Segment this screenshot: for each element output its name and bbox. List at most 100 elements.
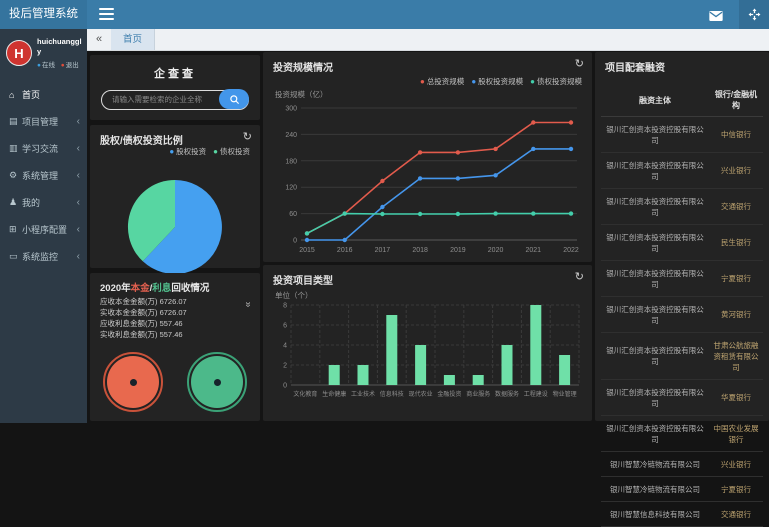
legend-item-债权投资[interactable]: ● 债权投资 xyxy=(213,147,250,156)
pie-slice-债权投资[interactable] xyxy=(127,179,175,262)
financing-entity-cell: 银川汇创资本投资控股有限公司 xyxy=(601,260,709,297)
refresh-icon[interactable]: ↻ xyxy=(242,131,252,143)
project-types-panel: 投资项目类型 ↻ 单位（个） 0 2 4 6 8 文化教育 生命健康 工业技术 信息科技 现代农业… xyxy=(263,265,592,421)
bar-y-axis-label: 单位（个） xyxy=(275,291,313,300)
avatar[interactable]: H xyxy=(6,40,32,66)
legend-item-股权投资[interactable]: ● 股权投资 xyxy=(169,147,206,156)
fullscreen-toggle-icon[interactable] xyxy=(739,0,769,29)
bar-数据服务[interactable] xyxy=(501,345,513,385)
svg-text:信息科技: 信息科技 xyxy=(380,390,404,398)
pie-slice-股权投资[interactable] xyxy=(142,180,222,274)
table-row: 银川智慧冷链物流有限公司 宁夏银行 xyxy=(601,476,763,502)
recovery-figure-value: 557.46 xyxy=(159,319,183,328)
app-title: 投后管理系统 xyxy=(0,0,87,29)
svg-text:数据服务: 数据服务 xyxy=(495,390,519,398)
bar-工业技术[interactable] xyxy=(357,365,369,385)
tabs-collapse-icon[interactable]: « xyxy=(95,33,103,45)
sidebar: H huichuanggly ●在线 ●退出 ⌂ 首页 ▤ 项目管理 ‹ ▥ 学习交流 ‹ ⚙ 系… xyxy=(0,29,87,423)
svg-text:0: 0 xyxy=(293,238,297,245)
chevron-left-icon: ‹ xyxy=(76,196,80,208)
sidebar-item-项目管理[interactable]: ▤ 项目管理 ‹ xyxy=(0,108,87,135)
svg-text:6: 6 xyxy=(283,323,287,330)
search-button[interactable] xyxy=(219,89,249,109)
legend-label: 总投资规模 xyxy=(426,77,465,86)
online-label[interactable]: 在线 xyxy=(41,62,55,69)
sidebar-item-label: 小程序配置 xyxy=(22,225,68,235)
svg-text:2015: 2015 xyxy=(299,247,315,254)
miniapp-icon: ⊞ xyxy=(9,224,17,234)
qichacha-title: 企查查 xyxy=(154,68,196,80)
sidebar-item-首页[interactable]: ⌂ 首页 xyxy=(0,81,87,108)
sidebar-item-小程序配置[interactable]: ⊞ 小程序配置 ‹ xyxy=(0,216,87,243)
logout-label[interactable]: 退出 xyxy=(65,62,79,69)
financing-entity-cell: 银川汇创资本投资控股有限公司 xyxy=(601,224,709,261)
table-row: 银川汇创资本投资控股有限公司 甘肃公航旅融资租赁有限公司 xyxy=(601,332,763,380)
financing-bank-cell: 民生银行 xyxy=(709,224,763,261)
recovery-figure-label: 实收利息金额(万) xyxy=(100,330,160,339)
sidebar-item-学习交流[interactable]: ▥ 学习交流 ‹ xyxy=(0,135,87,162)
financing-bank-cell: 兴业银行 xyxy=(709,152,763,189)
financing-bank-cell: 黄河银行 xyxy=(709,296,763,333)
refresh-icon[interactable]: ↻ xyxy=(574,271,584,283)
financing-entity-cell: 银川汇创资本投资控股有限公司 xyxy=(601,379,709,416)
svg-text:60: 60 xyxy=(289,211,297,218)
line-y-axis-label: 投资规模（亿） xyxy=(275,90,328,99)
gauge-center-dot xyxy=(213,378,221,386)
financing-col-header-bank: 银行/金融机构 xyxy=(709,84,763,117)
svg-text:工程建设: 工程建设 xyxy=(524,390,548,398)
project-financing-panel: 项目配套融资 融资主体 银行/金融机构 银川汇创资本投资控股有限公司 中信银行 银川… xyxy=(595,52,769,527)
tab-home[interactable]: 首页 xyxy=(111,29,156,50)
financing-entity-cell: 银川汇创资本投资控股有限公司 xyxy=(601,415,709,452)
legend-item-债权投资规模[interactable]: ● 债权投资规模 xyxy=(530,77,582,86)
financing-entity-cell: 银川智慧信息科技有限公司 xyxy=(601,501,709,527)
user-name: huichuanggly xyxy=(37,37,82,56)
bar-信息科技[interactable] xyxy=(386,315,398,385)
bar-生命健康[interactable] xyxy=(328,365,340,385)
gear-icon: ⚙ xyxy=(9,170,18,180)
book-icon: ▥ xyxy=(9,143,18,153)
financing-entity-cell: 银川智慧冷链物流有限公司 xyxy=(601,451,709,477)
financing-entity-cell: 银川智慧冷链物流有限公司 xyxy=(601,476,709,502)
financing-bank-cell: 甘肃公航旅融资租赁有限公司 xyxy=(709,332,763,380)
bar-现代农业[interactable] xyxy=(415,345,427,385)
financing-table: 融资主体 银行/金融机构 银川汇创资本投资控股有限公司 中信银行银川汇创资本投资控… xyxy=(601,84,763,527)
svg-text:2020: 2020 xyxy=(488,247,504,254)
recovery-title-part: 回收情况 xyxy=(171,283,210,294)
table-row: 银川智慧信息科技有限公司 交通银行 xyxy=(601,501,763,527)
user-icon: ♟ xyxy=(9,197,18,207)
financing-bank-cell: 中信银行 xyxy=(709,116,763,153)
recovery-title-part: / xyxy=(149,283,153,294)
bar-金融投资[interactable] xyxy=(443,375,455,385)
table-row: 银川汇创资本投资控股有限公司 华夏银行 xyxy=(601,379,763,416)
legend-dot-icon: ● xyxy=(471,77,477,86)
bar-商业服务[interactable] xyxy=(472,375,484,385)
sidebar-toggle-icon[interactable] xyxy=(99,8,114,21)
interest-gauge-fill xyxy=(191,356,243,408)
chevron-left-icon: ‹ xyxy=(76,142,80,154)
dashboard-content: 企查查 股权/债权投资比例 ↻ ●股权投资●债权投资 2020年本金/利息回收情… xyxy=(87,50,769,527)
sidebar-item-我的[interactable]: ♟ 我的 ‹ xyxy=(0,189,87,216)
bar-物业管理[interactable] xyxy=(559,355,571,385)
svg-text:180: 180 xyxy=(285,158,297,165)
table-row: 银川汇创资本投资控股有限公司 黄河银行 xyxy=(601,296,763,333)
collapse-double-down-icon[interactable]: » xyxy=(242,301,254,308)
recovery-figures: 应收本金金额(万) 6726.07 实收本金金额(万) 6726.07 应收利息金额… xyxy=(90,296,260,340)
svg-text:240: 240 xyxy=(285,132,297,139)
sidebar-item-系统管理[interactable]: ⚙ 系统管理 ‹ xyxy=(0,162,87,189)
chevron-left-icon: ‹ xyxy=(76,223,80,235)
svg-text:文化教育: 文化教育 xyxy=(293,390,317,398)
svg-text:4: 4 xyxy=(283,343,287,350)
recovery-title-part: 2020年 xyxy=(100,283,131,294)
messages-envelope-icon[interactable] xyxy=(709,8,723,26)
line-series-债权投资规模 xyxy=(306,212,571,235)
legend-item-股权投资规模[interactable]: ● 股权投资规模 xyxy=(471,77,523,86)
financing-col-header-entity: 融资主体 xyxy=(601,84,709,117)
legend-item-总投资规模[interactable]: ● 总投资规模 xyxy=(420,77,464,86)
monitor-icon: ▭ xyxy=(9,251,18,261)
bar-工程建设[interactable] xyxy=(530,305,542,385)
financing-entity-cell: 银川汇创资本投资控股有限公司 xyxy=(601,332,709,380)
recovery-figure-value: 557.46 xyxy=(159,330,183,339)
refresh-icon[interactable]: ↻ xyxy=(574,58,584,70)
svg-text:2022: 2022 xyxy=(563,247,579,254)
sidebar-item-系统监控[interactable]: ▭ 系统监控 ‹ xyxy=(0,243,87,270)
